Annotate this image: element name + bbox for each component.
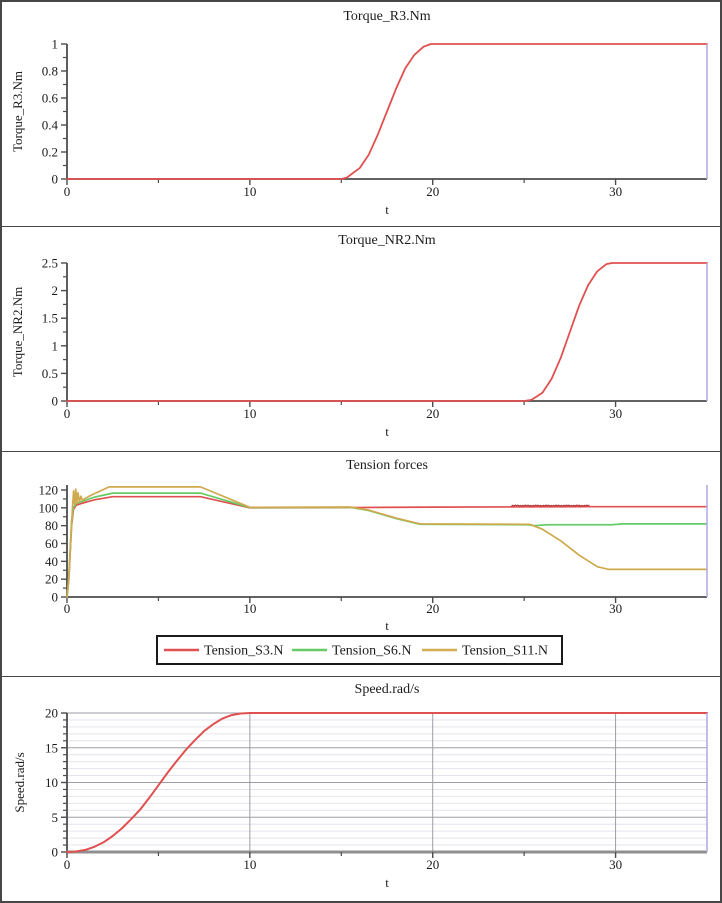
legend-label: Tension_S6.N <box>332 644 412 659</box>
y-tick-label: 20 <box>45 572 58 587</box>
chart-title: Torque_R3.Nm <box>343 9 430 24</box>
series-torque-nr2-nm <box>66 262 708 402</box>
legend-label: Tension_S11.N <box>462 644 548 659</box>
x-tick-label: 10 <box>243 857 256 872</box>
x-tick-label: 0 <box>64 184 71 199</box>
y-tick-label: 0.5 <box>42 366 58 381</box>
x-tick-label: 20 <box>426 601 439 616</box>
x-tick-label: 10 <box>243 601 256 616</box>
y-tick-label: 15 <box>45 740 58 755</box>
x-tick-label: 0 <box>64 406 71 421</box>
series-speed-rad-s <box>66 712 708 853</box>
x-tick-label: 30 <box>609 857 622 872</box>
chart-title: Speed.rad/s <box>355 682 420 697</box>
x-axis-label: t <box>385 875 389 890</box>
x-tick-label: 20 <box>426 857 439 872</box>
x-tick-label: 20 <box>426 184 439 199</box>
x-tick-label: 30 <box>609 184 622 199</box>
y-tick-label: 2.5 <box>42 256 58 271</box>
y-tick-label: 0.6 <box>42 91 59 106</box>
y-tick-label: 10 <box>45 775 58 790</box>
y-tick-label: 0 <box>52 394 59 409</box>
y-tick-label: 0 <box>52 845 59 860</box>
torque-nr2-chart[interactable]: 0 10 20 30 0 0.5 1 1.5 2 2.5 Torque_NR2.Nmt Torque_… <box>2 227 720 450</box>
y-axis-label: Torque_R3.Nm <box>10 71 25 152</box>
y-tick-label: 1 <box>52 338 59 353</box>
y-tick-label: 2 <box>52 283 59 298</box>
series-tension-s11-n <box>66 486 708 598</box>
speed-chart[interactable]: 0 10 20 30 0 5 10 15 20 Speed.rad/s t Speed.rad/s <box>2 677 720 900</box>
legend-box <box>156 635 563 665</box>
y-axis-label: Torque_NR2.Nm <box>10 287 25 377</box>
x-axis-label: t <box>385 202 389 217</box>
x-tick-label: 0 <box>64 857 71 872</box>
y-tick-label: 80 <box>45 518 58 533</box>
chart-panel-speed: 0 10 20 30 0 5 10 15 20 Speed.rad/s t Speed.rad/s <box>2 676 720 901</box>
x-tick-label: 0 <box>64 601 71 616</box>
y-tick-label: 0.4 <box>42 118 59 133</box>
chart-title: Tension forces <box>346 458 428 473</box>
y-axis-label: Speed.rad/s <box>12 752 27 812</box>
x-tick-label: 10 <box>243 406 256 421</box>
x-tick-label: 10 <box>243 184 256 199</box>
y-tick-label: 5 <box>52 810 59 825</box>
x-tick-label: 30 <box>609 406 622 421</box>
x-axis-label: t <box>385 618 389 633</box>
chart-panel-tension-forces: 0 10 20 30 0 20 40 60 80 100 120 Tension forces t Ten… <box>2 451 720 676</box>
series-tension-s3-n <box>66 495 708 598</box>
x-tick-label: 30 <box>609 601 622 616</box>
y-tick-label: 0.8 <box>42 64 58 79</box>
tension-forces-chart[interactable]: 0 10 20 30 0 20 40 60 80 100 120 Tension forces t Ten… <box>2 452 720 675</box>
y-tick-label: 0.2 <box>42 145 58 160</box>
y-tick-label: 0 <box>52 172 59 187</box>
y-tick-label: 100 <box>39 500 59 515</box>
y-tick-label: 20 <box>45 706 58 721</box>
series-noise-band <box>511 504 590 507</box>
torque-r3-chart[interactable]: 0 10 20 30 0 0.2 0.4 0.6 0.8 1 Torque_R3.Nmt Torque… <box>2 2 720 226</box>
x-axis-label: t <box>385 424 389 439</box>
y-tick-label: 1 <box>52 37 59 52</box>
y-tick-label: 1.5 <box>42 311 58 326</box>
series-tension-s6-n <box>66 492 708 598</box>
x-tick-label: 20 <box>426 406 439 421</box>
y-tick-label: 0 <box>52 590 59 605</box>
legend-label: Tension_S3.N <box>204 644 284 659</box>
y-tick-label: 120 <box>39 483 59 498</box>
y-tick-label: 60 <box>45 536 58 551</box>
chart-title: Torque_NR2.Nm <box>338 233 436 248</box>
y-tick-label: 40 <box>45 554 58 569</box>
series-torque-r3-nm <box>66 43 708 180</box>
